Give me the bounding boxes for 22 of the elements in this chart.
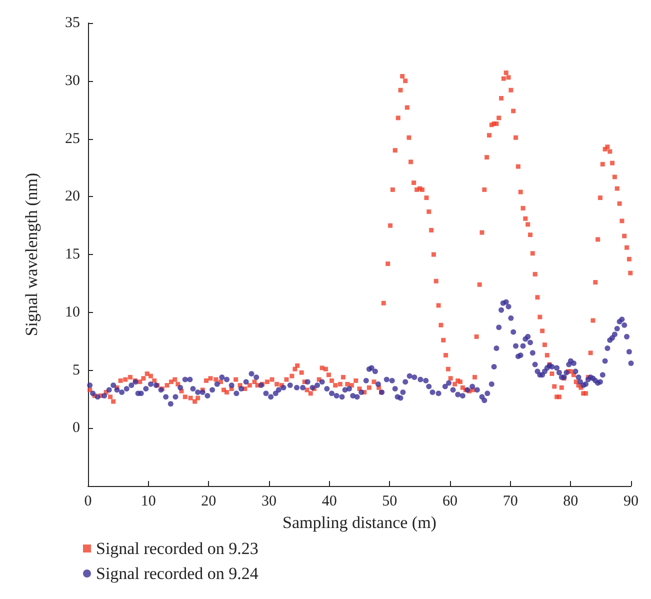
- y-axis-title: Signal wavelength (nm): [22, 172, 41, 336]
- legend-label: Signal recorded on 9.24: [96, 564, 259, 583]
- y-tick-label: 10: [65, 304, 80, 320]
- x-tick-label: 60: [442, 494, 458, 510]
- x-tick-label: 50: [382, 494, 398, 510]
- x-tick-label: 0: [84, 494, 92, 510]
- x-tick-label: 10: [140, 494, 156, 510]
- x-tick-label: 40: [322, 494, 337, 510]
- x-tick-label: 70: [502, 494, 518, 510]
- y-tick-label: 5: [72, 362, 80, 378]
- y-tick-label: 30: [65, 72, 80, 89]
- y-tick-label: 0: [72, 420, 80, 436]
- x-tick-label: 80: [563, 494, 578, 510]
- y-tick-label: 35: [65, 15, 80, 31]
- y-tick-label: 25: [65, 130, 80, 147]
- x-axis-title: Sampling distance (m): [282, 512, 436, 532]
- x-tick-label: 30: [262, 494, 276, 510]
- y-tick-label: 15: [65, 246, 80, 262]
- y-tick-label: 20: [65, 188, 80, 205]
- x-tick-label: 20: [201, 494, 216, 510]
- x-tick-label: 90: [624, 494, 638, 510]
- legend-label: Signal recorded on 9.23: [96, 539, 258, 558]
